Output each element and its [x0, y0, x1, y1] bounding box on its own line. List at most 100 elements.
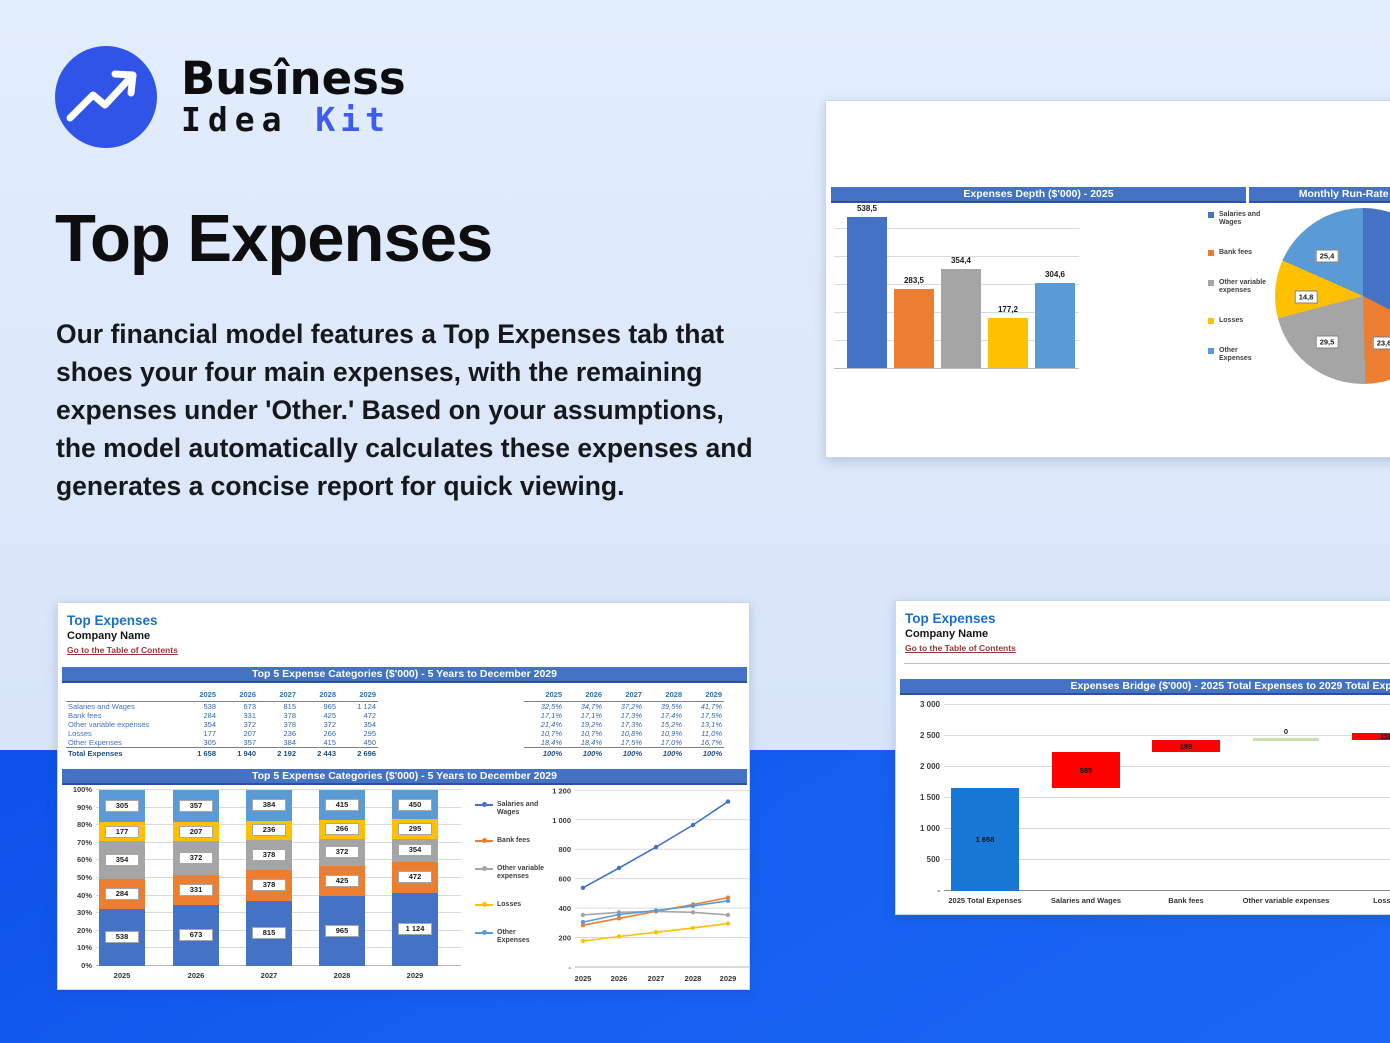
segment-value-label: 378	[252, 849, 286, 861]
segment-value-label: 372	[325, 846, 359, 859]
expenses-bridge-sheet: Top Expenses Company Name Go to the Tabl…	[895, 600, 1390, 915]
line-chart: - 200 400 600 800 1 000 1 200 2025 2026 2027 2028 2…	[552, 786, 749, 983]
y-axis-tick: 0%	[81, 961, 92, 970]
sheet-title: Top Expenses	[67, 613, 158, 628]
segment-value-label: 295	[398, 823, 432, 836]
square-marker-icon	[1208, 249, 1215, 257]
table-cell: 17,4%	[660, 710, 682, 720]
legend-label: Bank fees	[497, 837, 531, 844]
page-description: Our financial model features a Top Expen…	[56, 319, 753, 501]
table-header-bar: Top 5 Expense Categories ($'000) - 5 Yea…	[62, 667, 747, 683]
segment-value-label: 284	[105, 887, 139, 900]
segment-value-label: 357	[179, 800, 213, 813]
legend-item: Salaries and Wages	[1208, 211, 1272, 227]
page-title: Top Expenses	[55, 201, 493, 276]
waterfall-value-label: 0	[1283, 727, 1289, 737]
table-cell: 100%	[684, 746, 724, 759]
table-cell: 236	[283, 728, 296, 738]
table-cell: 2027	[604, 689, 644, 702]
gridline	[834, 228, 1079, 229]
table-cell: 11,0%	[701, 728, 722, 738]
x-axis-label: Bank fees	[1168, 896, 1204, 905]
segment-value-label: 815	[252, 927, 286, 940]
pie-slice-label: 25,4	[1315, 249, 1339, 263]
gridline	[96, 789, 461, 790]
table-cell: 372	[243, 719, 256, 729]
table-cell: 357	[243, 737, 256, 747]
segment-value-label: 207	[179, 825, 213, 838]
line-marker-icon	[475, 837, 493, 845]
table-cell	[66, 689, 178, 702]
bar-value-label: 354,4	[950, 255, 972, 265]
legend-label: Salaries and Wages	[497, 801, 539, 817]
waterfall-zero-line	[1253, 738, 1319, 742]
runrate-pie-chart	[1275, 208, 1390, 384]
y-axis-tick: 30%	[76, 908, 92, 918]
bar-value-label: 538,5	[856, 204, 878, 214]
legend-item: Losses	[475, 901, 547, 909]
table-cell: 17,3%	[620, 710, 642, 720]
table-cell: Losses	[68, 728, 92, 738]
waterfall-bar-Losses: 118	[1352, 732, 1390, 741]
x-axis-label: 2026	[187, 971, 205, 980]
table-cell: 19,2%	[580, 719, 602, 729]
table-of-contents-link[interactable]: Go to the Table of Contents	[905, 643, 1016, 653]
legend-item: Bank fees	[1208, 249, 1272, 257]
expenses-depth-card: Expenses Depth ($'000) - 2025 Monthly Ru…	[825, 100, 1390, 458]
table-cell: 10,7%	[540, 728, 562, 738]
svg-text:600: 600	[558, 875, 571, 884]
table-of-contents-link[interactable]: Go to the Table of Contents	[67, 645, 178, 655]
svg-text:1 200: 1 200	[552, 786, 571, 795]
legend-label: Losses	[497, 900, 522, 908]
line-marker-icon	[475, 865, 493, 873]
legend-dot	[482, 865, 487, 871]
bar-Bank fees	[894, 288, 934, 368]
waterfall-chart: - 500 1 000 1 500 2 000 2 500 3 000 1 658 2025 T…	[920, 700, 1390, 905]
waterfall-bar-2025 Total Expenses: 1 658	[951, 788, 1019, 891]
table-cell: 2025	[524, 689, 564, 702]
y-axis-tick: 100%	[72, 785, 92, 794]
y-axis-tick: 90%	[76, 802, 92, 812]
svg-text:800: 800	[558, 845, 571, 854]
table-cell: 415	[323, 737, 336, 747]
pie-slice-label: 29,5	[1315, 335, 1339, 349]
segment-value-label: 673	[179, 929, 213, 942]
depth-bar-chart: 538,5 283,5 354,4 177,2 304,6	[834, 201, 1079, 369]
segment-value-label: 965	[325, 925, 359, 938]
segment-value-label: 305	[105, 800, 139, 813]
legend-label: Bank fees	[1219, 249, 1253, 256]
brand-logo: Busîness Idea Kit	[55, 46, 406, 148]
legend-label: Other Expenses	[497, 928, 530, 944]
y-axis-tick: 20%	[76, 925, 92, 935]
bar-value-label: 304,6	[1044, 269, 1066, 279]
legend-item: Salaries and Wages	[475, 801, 547, 817]
table-cell: 10,7%	[580, 728, 602, 738]
bar-value-label: 177,2	[997, 305, 1019, 315]
segment-value-label: 266	[325, 823, 359, 836]
legend-square	[1208, 279, 1214, 286]
segment-value-label: 384	[252, 799, 286, 812]
table-cell: 815	[283, 701, 296, 711]
legend-label: Losses	[1219, 316, 1244, 324]
brand-kit: Kit	[315, 100, 390, 140]
table-cell: 372	[323, 719, 336, 729]
svg-text:2028: 2028	[685, 974, 702, 983]
x-axis-label: 2027	[260, 971, 278, 980]
table-cell: 100%	[604, 746, 644, 759]
bar-value-label: 283,5	[903, 275, 925, 285]
segment-value-label: 538	[105, 931, 139, 944]
legend-square	[1208, 317, 1214, 324]
depth-chart-legend: Salaries and Wages Bank fees Other variabl…	[1208, 211, 1272, 363]
gridline	[944, 766, 1390, 767]
table-cell: 37,2%	[620, 701, 642, 711]
y-axis-tick: 2 000	[919, 762, 940, 771]
segment-value-label: 236	[252, 824, 286, 837]
gridline	[944, 828, 1390, 829]
x-axis-label: Salaries and Wages	[1050, 896, 1122, 905]
x-axis-label: Losses	[1373, 896, 1390, 905]
pie-slice-label: 14,8	[1294, 290, 1318, 304]
gridline	[834, 368, 1079, 369]
top5-categories-sheet: Top Expenses Company Name Go to the Tabl…	[57, 602, 750, 990]
table-cell: 13,1%	[700, 719, 722, 729]
pie-slice-label: 23,6	[1372, 336, 1390, 350]
